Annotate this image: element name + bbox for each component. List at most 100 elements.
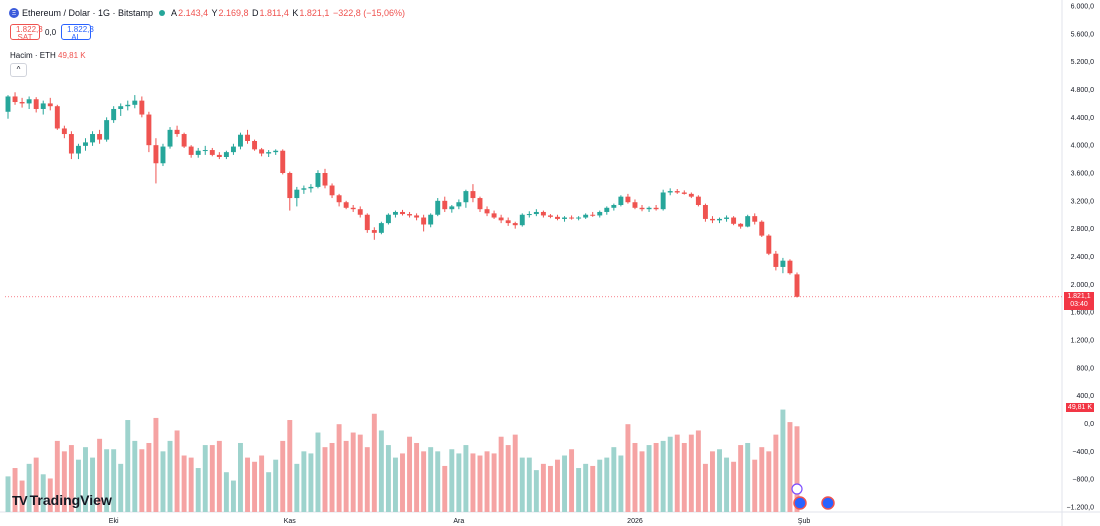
tradingview-logo[interactable]: TV TradingView [12, 492, 112, 508]
volume-legend[interactable]: Hacim · ETH 49,81 K [10, 51, 86, 60]
price-axis-tick: 1.600,0 [1071, 310, 1094, 317]
candle-body [111, 108, 117, 121]
candle-body [421, 217, 427, 225]
volume-bar [442, 465, 448, 512]
volume-bar [717, 449, 722, 512]
candle-body [61, 128, 67, 135]
candle-body [104, 120, 110, 140]
candle-body [597, 211, 603, 216]
volume-bar [456, 453, 462, 512]
candle-body [54, 106, 60, 129]
candle-body [153, 145, 159, 164]
candle-body [33, 99, 39, 109]
volume-bar [26, 463, 32, 512]
volume-bar [188, 457, 194, 512]
price-axis-tick: 2.400,0 [1071, 254, 1094, 261]
volume-bar [618, 455, 624, 512]
candle-body [787, 260, 793, 274]
volume-bar [773, 434, 779, 512]
candle-body [75, 145, 81, 154]
last-volume-tag: 49,81 K [1066, 403, 1094, 412]
buy-button[interactable]: 1.822,3 AL [61, 24, 94, 42]
candle-body [674, 191, 680, 193]
candle-body [738, 223, 744, 227]
volume-bar [463, 445, 469, 512]
candle-body [238, 134, 243, 147]
symbol-legend: Ξ Ethereum / Dolar · 1G · Bitstamp A2.14… [9, 8, 406, 18]
candle-body [90, 134, 96, 143]
us-flag-event-icon [821, 496, 835, 510]
sell-price: 1.822,3 [16, 25, 43, 34]
candle-body [322, 173, 328, 186]
change-value: −322,8 (−15,06%) [332, 8, 406, 18]
candle-body [590, 214, 596, 216]
candle-body [174, 129, 180, 135]
volume-bar [646, 445, 652, 512]
candle-body [576, 217, 582, 219]
volume-bar [322, 447, 328, 512]
candle-body [477, 198, 483, 210]
time-axis-label: 2026 [627, 518, 643, 525]
candle-body [428, 214, 434, 225]
volume-bar [252, 461, 258, 512]
spread-value: 0,0 [45, 27, 57, 37]
price-axis-tick: −1.200,0 [1067, 505, 1095, 512]
candle-body [435, 200, 441, 215]
volume-bar [547, 465, 553, 512]
price-axis-tick: 5.200,0 [1071, 59, 1094, 66]
volume-bar [519, 457, 525, 512]
volume-bar [611, 447, 617, 512]
market-open-icon [159, 10, 166, 16]
candle-body [555, 216, 560, 219]
candle-body [709, 218, 715, 221]
close-label: K [292, 8, 299, 18]
candle-body [357, 209, 363, 215]
volume-value: 49,81 K [58, 51, 86, 60]
candle-body [639, 207, 645, 210]
lightning-event-icon [791, 483, 803, 495]
volume-bar [583, 463, 589, 512]
symbol-title[interactable]: Ethereum / Dolar · 1G · Bitstamp [22, 8, 154, 18]
candle-body [611, 205, 617, 208]
candle-body [385, 214, 391, 224]
volume-bar [738, 445, 744, 512]
candle-body [773, 253, 779, 267]
volume-bar [174, 430, 180, 512]
candle-body [407, 214, 413, 216]
sell-button[interactable]: 1.822,3 SAT [10, 24, 43, 42]
volume-bar [505, 445, 511, 512]
price-axis-tick: 400,0 [1076, 393, 1094, 400]
candle-body [195, 150, 201, 155]
volume-bar [604, 457, 610, 512]
volume-bar [160, 451, 166, 512]
candle-body [759, 221, 765, 236]
candle-body [780, 260, 786, 267]
volume-bar [724, 457, 730, 512]
candle-body [569, 217, 575, 219]
price-axis-tick: −800,0 [1072, 477, 1094, 484]
volume-bar [259, 455, 265, 512]
candle-body [392, 211, 398, 215]
candle-body [681, 192, 687, 194]
volume-bar [118, 463, 124, 512]
volume-bar [794, 426, 800, 512]
volume-bar [400, 453, 405, 512]
candle-body [343, 202, 349, 208]
volume-bar [576, 468, 582, 512]
candle-body [688, 193, 694, 197]
volume-bar [639, 451, 645, 512]
volume-bar [294, 463, 300, 512]
candle-body [336, 195, 342, 203]
candle-body [125, 104, 131, 107]
volume-bar [12, 468, 18, 512]
volume-bar [308, 453, 314, 512]
volume-bar [491, 453, 497, 512]
volume-bar [745, 442, 751, 512]
volume-label: Hacim · ETH [10, 51, 56, 60]
buy-price: 1.822,3 [67, 25, 94, 34]
candle-body [702, 205, 708, 219]
volume-bar [336, 424, 342, 512]
volume-bar [167, 440, 173, 512]
collapse-legend-button[interactable]: ^ [10, 63, 27, 77]
